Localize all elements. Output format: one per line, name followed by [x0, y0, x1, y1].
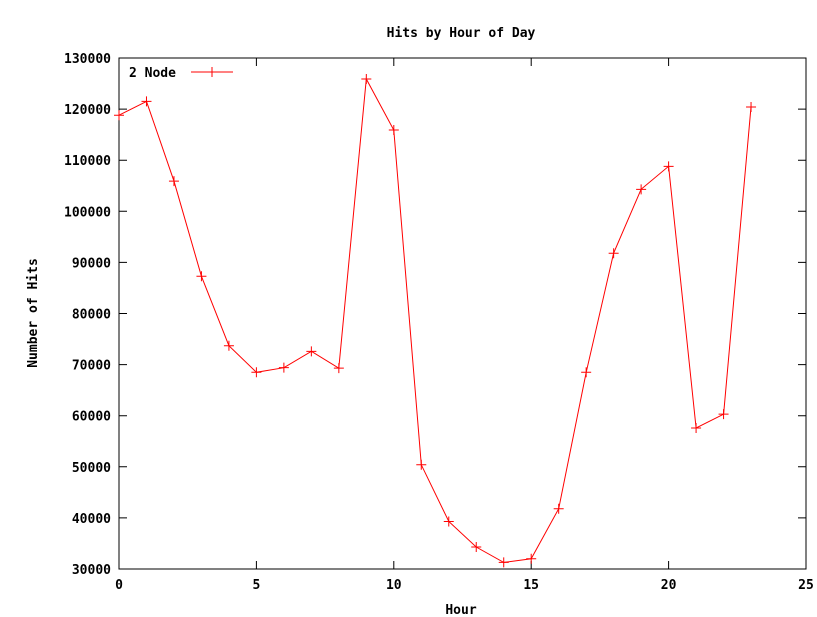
data-point-marker: [251, 367, 262, 378]
y-tick-label: 50000: [72, 461, 111, 476]
x-tick-label: 20: [661, 578, 677, 593]
data-point-marker: [718, 409, 729, 420]
y-tick-label: 110000: [64, 154, 111, 169]
y-tick-label: 100000: [64, 205, 111, 220]
data-point-marker: [168, 176, 179, 187]
data-point-marker: [553, 503, 564, 514]
data-point-marker: [114, 110, 124, 121]
data-point-marker: [526, 553, 537, 564]
series-line-2-node: [118, 77, 752, 563]
x-axis-ticks: 0 5 10 15 20 25: [115, 58, 814, 593]
data-point-marker: [333, 363, 344, 374]
y-tick-label: 60000: [72, 410, 111, 425]
y-tick-label: 40000: [72, 512, 111, 527]
x-tick-label: 5: [252, 578, 260, 593]
chart-title: Hits by Hour of Day: [387, 26, 536, 41]
y-tick-label: 70000: [72, 359, 111, 374]
y-axis-label: Number of Hits: [26, 258, 41, 368]
y-tick-label: 80000: [72, 308, 111, 323]
y-tick-label: 90000: [72, 256, 111, 271]
data-point-marker: [306, 346, 317, 357]
y-tick-label: 30000: [72, 563, 111, 578]
data-point-marker: [196, 271, 207, 282]
data-point-marker: [608, 248, 619, 259]
data-point-marker: [361, 73, 372, 84]
legend-label: 2 Node: [129, 66, 176, 81]
data-point-marker: [388, 125, 399, 136]
data-point-marker: [691, 422, 702, 433]
legend: 2 Node: [129, 66, 233, 81]
data-point-marker: [471, 542, 482, 553]
legend-marker-plus: [207, 67, 217, 77]
data-point-marker: [498, 557, 509, 568]
data-point-marker: [581, 367, 592, 378]
data-point-marker: [141, 96, 152, 107]
data-point-marker: [278, 362, 289, 373]
y-tick-label: 120000: [64, 103, 111, 118]
x-tick-label: 0: [115, 578, 123, 593]
x-axis-label: Hour: [445, 603, 476, 617]
plot-area-border: [118, 57, 807, 570]
y-axis-ticks: 30000 40000 50000 60000 70000 80000 90000 10000…: [64, 52, 806, 578]
data-point-marker: [223, 340, 234, 351]
data-point-marker: [746, 102, 757, 113]
data-point-marker: [416, 459, 427, 470]
x-tick-label: 10: [386, 578, 402, 593]
data-point-marker: [663, 161, 674, 172]
data-point-marker: [443, 516, 454, 527]
x-tick-label: 25: [798, 578, 814, 593]
y-tick-label: 130000: [64, 52, 111, 67]
data-point-marker: [636, 184, 647, 195]
series-markers: [114, 73, 757, 568]
x-tick-label: 15: [523, 578, 539, 593]
